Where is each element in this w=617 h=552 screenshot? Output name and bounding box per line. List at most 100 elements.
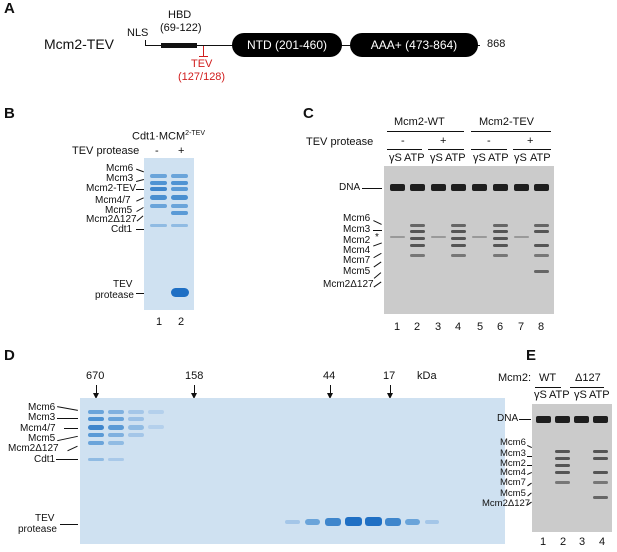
panel-b-gel <box>144 158 194 310</box>
gel-band <box>451 254 466 257</box>
gel-band <box>451 184 466 191</box>
e-band-mcm5: Mcm5 <box>500 488 526 499</box>
c-band-mcm2: Mcm2 <box>343 235 371 246</box>
panel-b-title: Cdt1·MCM2-TEV <box>132 130 205 143</box>
gel-band <box>108 410 124 414</box>
e-nuc-3: γS <box>574 389 587 401</box>
gel-band <box>410 230 425 233</box>
band-tick <box>57 418 78 419</box>
gel-band <box>493 184 508 191</box>
gel-band <box>390 184 405 191</box>
gel-band <box>150 181 167 185</box>
band-tick <box>373 281 382 288</box>
c-nuc-2: ATP <box>404 152 425 164</box>
gel-band <box>88 410 104 414</box>
hbd-bar <box>161 43 197 48</box>
panel-d-letter: D <box>4 347 15 364</box>
gel-band <box>431 184 446 191</box>
b-lane-1: 1 <box>156 316 163 328</box>
band-tick <box>136 215 144 222</box>
nls-label: NLS <box>127 27 149 39</box>
gel-band <box>148 410 164 414</box>
c-sign-line <box>471 149 507 150</box>
gel-band <box>493 230 508 233</box>
panel-b-title-base: Cdt1·MCM <box>132 130 186 143</box>
gel-band <box>451 244 466 247</box>
gel-band <box>88 417 104 421</box>
band-tick <box>136 229 144 230</box>
c-group-tev: Mcm2-TEV <box>479 116 534 128</box>
tev-site-title: TEV <box>191 58 213 70</box>
c-lane-1: 1 <box>394 321 401 333</box>
gel-band <box>410 184 425 191</box>
e-label: Mcm2: <box>498 372 531 384</box>
c-nuc-8: ATP <box>530 152 551 164</box>
d-marker-158-arrow <box>191 385 197 399</box>
d-band-mcm5: Mcm5 <box>28 433 56 444</box>
band-tick <box>527 456 532 457</box>
c-group-wt-line <box>387 131 464 132</box>
c-asterisk: * <box>375 232 379 243</box>
nls-tick <box>145 40 146 46</box>
gel-band <box>514 184 529 191</box>
gel-band <box>534 224 549 227</box>
c-group-wt: Mcm2-WT <box>394 116 445 128</box>
d-band-cdt1: Cdt1 <box>34 454 56 465</box>
band-tick <box>373 220 382 225</box>
c-dna-label: DNA <box>339 182 361 193</box>
panel-a-letter: A <box>4 0 15 17</box>
gel-band <box>345 517 362 526</box>
c-band-mcm6: Mcm6 <box>343 213 371 224</box>
e-lane-3: 3 <box>579 536 586 548</box>
e-wt: WT <box>539 372 557 384</box>
band-tick <box>527 465 532 466</box>
e-lane-2: 2 <box>560 536 567 548</box>
gel-band <box>593 481 608 484</box>
gel-band <box>128 410 144 414</box>
d-marker-158: 158 <box>185 370 204 382</box>
gel-band <box>88 458 104 461</box>
panel-b-sign-2: + <box>178 145 185 157</box>
gel-band <box>534 270 549 273</box>
gel-band <box>534 230 549 233</box>
tev-site-mark <box>203 46 204 56</box>
e-band-mcm2: Mcm2 <box>500 458 526 469</box>
gel-band <box>108 425 124 430</box>
hbd-title: HBD <box>168 9 192 21</box>
c-nuc-1: γS <box>389 152 402 164</box>
d-marker-44-arrow <box>327 385 333 399</box>
gel-band <box>171 211 188 215</box>
d-band-mcm3: Mcm3 <box>28 412 56 423</box>
b-band-mcm4-7: Mcm4/7 <box>95 195 131 206</box>
c-lane-2: 2 <box>414 321 421 333</box>
d-marker-670-arrow <box>93 385 99 399</box>
gel-band <box>150 224 167 227</box>
d-marker-670: 670 <box>86 370 105 382</box>
gel-band <box>472 184 487 191</box>
c-tev-label: TEV protease <box>306 136 374 148</box>
e-wt-line <box>535 387 561 388</box>
b-band-mcm3: Mcm3 <box>106 173 134 184</box>
band-tick <box>57 406 78 411</box>
b-band-mcm6: Mcm6 <box>106 163 134 174</box>
panel-e-gel <box>532 404 612 532</box>
b-band-cdt1: Cdt1 <box>111 224 133 235</box>
band-tick <box>60 524 78 525</box>
gel-band <box>534 244 549 247</box>
band-tick <box>373 261 382 268</box>
d-tev-line1: TEV <box>35 513 55 524</box>
e-del: Δ127 <box>575 372 601 384</box>
b-band-mcm5: Mcm5 <box>105 205 133 216</box>
c-nuc-4: ATP <box>445 152 466 164</box>
gel-band <box>108 417 124 421</box>
d-band-mcm4-7: Mcm4/7 <box>20 423 56 434</box>
band-tick <box>373 230 382 231</box>
e-nuc-4: ATP <box>589 389 610 401</box>
c-band-mcm3: Mcm3 <box>343 224 371 235</box>
band-tick <box>136 178 144 183</box>
d-marker-17: 17 <box>383 370 396 382</box>
b-tev-line2: protease <box>95 290 134 301</box>
c-lane-8: 8 <box>538 321 545 333</box>
gel-band <box>555 457 570 460</box>
c-nuc-3: γS <box>430 152 443 164</box>
